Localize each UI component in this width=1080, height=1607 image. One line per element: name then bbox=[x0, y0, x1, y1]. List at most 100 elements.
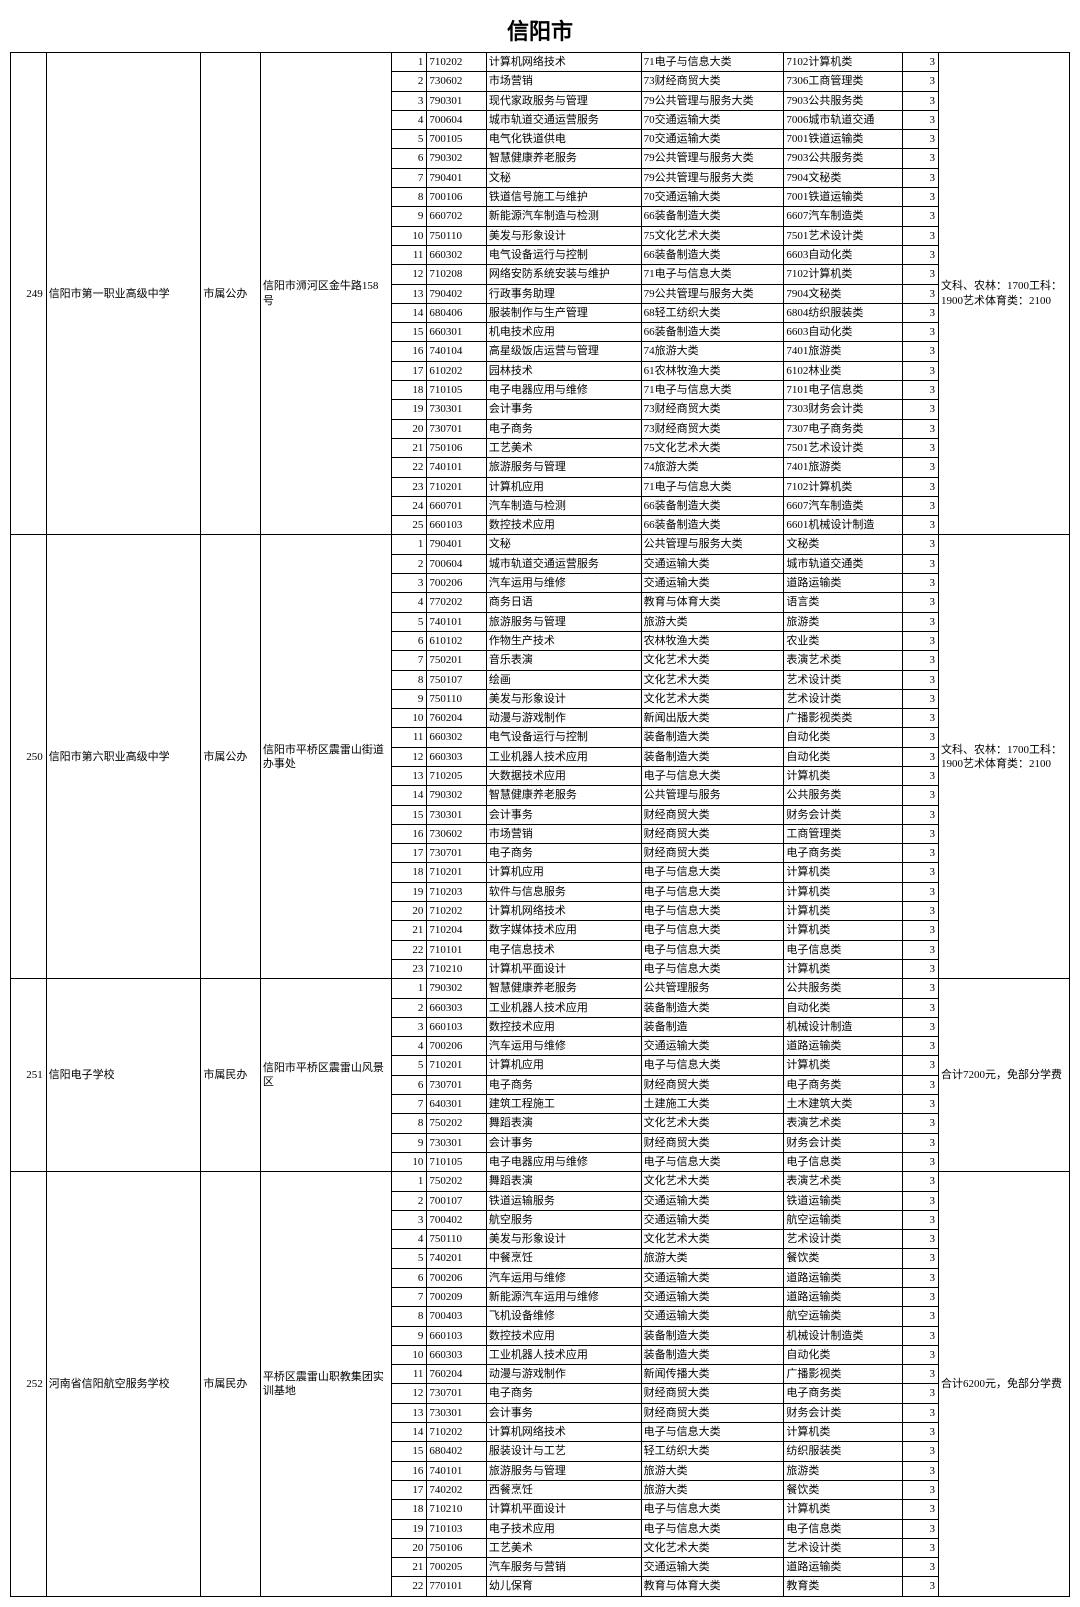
major-code: 730602 bbox=[427, 72, 486, 91]
category-2: 航空运输类 bbox=[784, 1210, 903, 1229]
category-2: 广播影视类类 bbox=[784, 709, 903, 728]
category-1: 70交通运输大类 bbox=[641, 188, 784, 207]
major-code: 730701 bbox=[427, 844, 486, 863]
major-name: 动漫与游戏制作 bbox=[486, 709, 641, 728]
category-1: 电子与信息大类 bbox=[641, 1500, 784, 1519]
category-2: 旅游类 bbox=[784, 1461, 903, 1480]
category-2: 财务会计类 bbox=[784, 1403, 903, 1422]
major-code: 660702 bbox=[427, 207, 486, 226]
school-name: 信阳市第六职业高级中学 bbox=[46, 535, 201, 979]
major-name: 舞蹈表演 bbox=[486, 1114, 641, 1133]
category-1: 79公共管理与服务大类 bbox=[641, 149, 784, 168]
category-1: 装备制造大类 bbox=[641, 998, 784, 1017]
row-num: 20 bbox=[391, 1538, 427, 1557]
major-code: 790302 bbox=[427, 786, 486, 805]
years: 3 bbox=[903, 72, 939, 91]
row-num: 7 bbox=[391, 1288, 427, 1307]
table-row: 251信阳电子学校市属民办信阳市平桥区震雷山风景区1790302智慧健康养老服务… bbox=[11, 979, 1070, 998]
major-name: 汽车服务与营销 bbox=[486, 1558, 641, 1577]
major-code: 660301 bbox=[427, 323, 486, 342]
row-num: 8 bbox=[391, 1307, 427, 1326]
years: 3 bbox=[903, 1558, 939, 1577]
row-num: 21 bbox=[391, 921, 427, 940]
school-note: 文科、农林：1700工科：1900艺术体育类：2100 bbox=[939, 53, 1070, 535]
major-name: 园林技术 bbox=[486, 361, 641, 380]
category-2: 工商管理类 bbox=[784, 824, 903, 843]
row-num: 20 bbox=[391, 419, 427, 438]
row-num: 12 bbox=[391, 747, 427, 766]
years: 3 bbox=[903, 844, 939, 863]
category-2: 城市轨道交通类 bbox=[784, 554, 903, 573]
major-name: 幼儿保育 bbox=[486, 1577, 641, 1596]
major-code: 700402 bbox=[427, 1210, 486, 1229]
school-ownership: 市属公办 bbox=[201, 535, 260, 979]
major-name: 服装设计与工艺 bbox=[486, 1442, 641, 1461]
category-2: 纺织服装类 bbox=[784, 1442, 903, 1461]
major-code: 770101 bbox=[427, 1577, 486, 1596]
category-2: 电子信息类 bbox=[784, 1519, 903, 1538]
category-2: 计算机类 bbox=[784, 921, 903, 940]
major-name: 美发与形象设计 bbox=[486, 1230, 641, 1249]
category-1: 66装备制造大类 bbox=[641, 496, 784, 515]
category-1: 71电子与信息大类 bbox=[641, 53, 784, 72]
category-1: 电子与信息大类 bbox=[641, 1519, 784, 1538]
row-num: 19 bbox=[391, 400, 427, 419]
major-name: 电气化铁道供电 bbox=[486, 130, 641, 149]
major-code: 730701 bbox=[427, 419, 486, 438]
major-name: 计算机网络技术 bbox=[486, 902, 641, 921]
major-name: 计算机网络技术 bbox=[486, 1423, 641, 1442]
years: 3 bbox=[903, 1056, 939, 1075]
major-code: 730701 bbox=[427, 1384, 486, 1403]
major-code: 760204 bbox=[427, 709, 486, 728]
years: 3 bbox=[903, 1191, 939, 1210]
row-num: 11 bbox=[391, 1365, 427, 1384]
major-name: 电气设备运行与控制 bbox=[486, 245, 641, 264]
major-code: 700107 bbox=[427, 1191, 486, 1210]
row-num: 15 bbox=[391, 805, 427, 824]
category-2: 7101电子信息类 bbox=[784, 381, 903, 400]
row-num: 15 bbox=[391, 323, 427, 342]
category-1: 电子与信息大类 bbox=[641, 1056, 784, 1075]
major-name: 电子商务 bbox=[486, 844, 641, 863]
major-code: 710202 bbox=[427, 53, 486, 72]
row-num: 17 bbox=[391, 361, 427, 380]
row-num: 2 bbox=[391, 998, 427, 1017]
category-1: 农林牧渔大类 bbox=[641, 631, 784, 650]
school-ownership: 市属民办 bbox=[201, 979, 260, 1172]
major-name: 网络安防系统安装与维护 bbox=[486, 265, 641, 284]
years: 3 bbox=[903, 574, 939, 593]
years: 3 bbox=[903, 1519, 939, 1538]
years: 3 bbox=[903, 998, 939, 1017]
category-1: 财经商贸大类 bbox=[641, 1133, 784, 1152]
years: 3 bbox=[903, 1500, 939, 1519]
category-2: 电子信息类 bbox=[784, 1152, 903, 1171]
major-code: 700206 bbox=[427, 574, 486, 593]
category-1: 交通运输大类 bbox=[641, 1191, 784, 1210]
category-2: 7501艺术设计类 bbox=[784, 226, 903, 245]
category-1: 71电子与信息大类 bbox=[641, 381, 784, 400]
category-2: 7306工商管理类 bbox=[784, 72, 903, 91]
category-2: 教育类 bbox=[784, 1577, 903, 1596]
major-name: 中餐烹饪 bbox=[486, 1249, 641, 1268]
category-2: 6603自动化类 bbox=[784, 245, 903, 264]
years: 3 bbox=[903, 1326, 939, 1345]
years: 3 bbox=[903, 168, 939, 187]
row-num: 15 bbox=[391, 1442, 427, 1461]
row-num: 3 bbox=[391, 91, 427, 110]
major-code: 710202 bbox=[427, 1423, 486, 1442]
years: 3 bbox=[903, 91, 939, 110]
major-name: 新能源汽车制造与检测 bbox=[486, 207, 641, 226]
years: 3 bbox=[903, 496, 939, 515]
category-1: 交通运输大类 bbox=[641, 1288, 784, 1307]
category-2: 表演艺术类 bbox=[784, 651, 903, 670]
category-1: 70交通运输大类 bbox=[641, 130, 784, 149]
row-num: 5 bbox=[391, 612, 427, 631]
years: 3 bbox=[903, 535, 939, 554]
category-2: 6804纺织服装类 bbox=[784, 303, 903, 322]
years: 3 bbox=[903, 805, 939, 824]
major-code: 660103 bbox=[427, 1326, 486, 1345]
row-num: 12 bbox=[391, 265, 427, 284]
category-1: 公共管理服务 bbox=[641, 979, 784, 998]
row-num: 2 bbox=[391, 1191, 427, 1210]
school-name: 信阳市第一职业高级中学 bbox=[46, 53, 201, 535]
